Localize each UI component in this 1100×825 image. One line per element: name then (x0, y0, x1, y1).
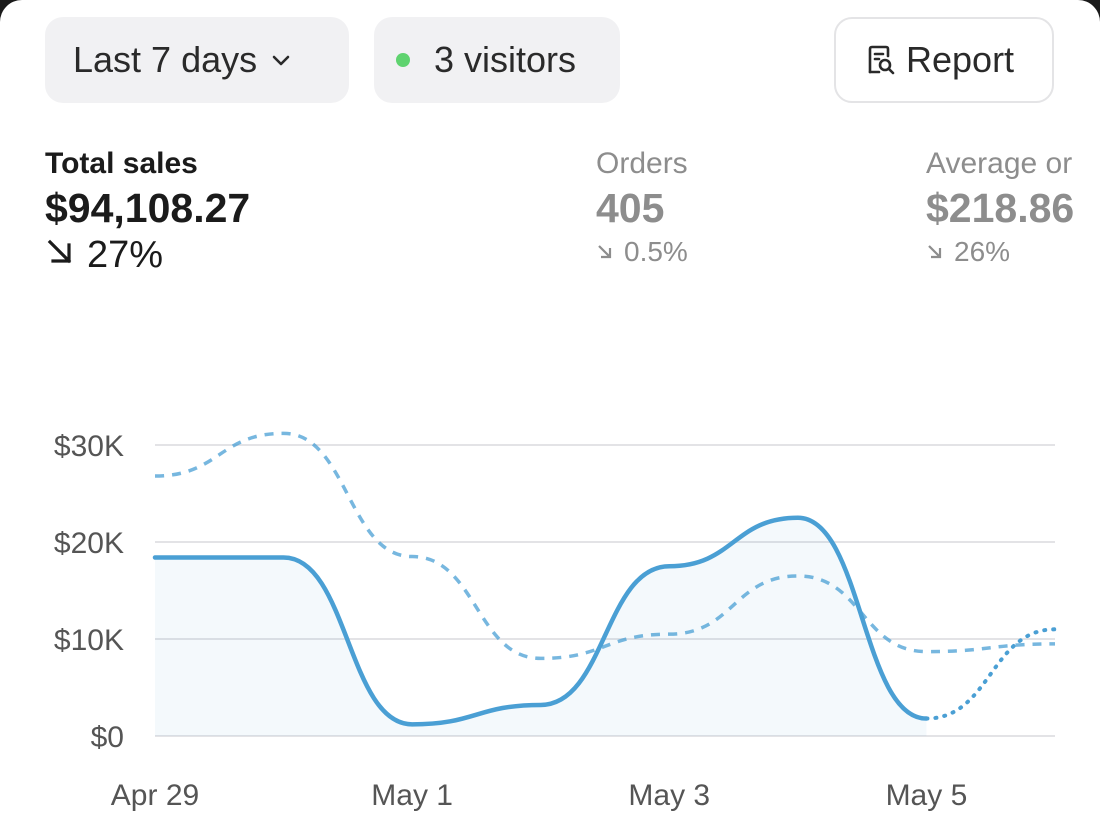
date-range-dropdown[interactable]: Last 7 days (45, 17, 349, 103)
metric-value: $94,108.27 (45, 185, 251, 231)
x-tick-label: May 1 (371, 779, 453, 812)
metric-change: 0.5% (596, 236, 688, 268)
live-visitors-button[interactable]: 3 visitors (374, 17, 620, 103)
metric-label: Average or (926, 147, 1073, 180)
y-tick-label: $20K (54, 527, 124, 560)
report-label: Report (906, 39, 1015, 80)
metric-label: Orders (596, 147, 688, 180)
metric-value: $218.86 (926, 185, 1075, 231)
arrow-down-right-icon (596, 236, 614, 268)
arrow-down-right-icon (926, 236, 944, 268)
metric-change: 26% (926, 236, 1074, 268)
metric-change: 27% (45, 234, 250, 277)
y-tick-label: $30K (54, 430, 124, 463)
sales-area-fill (155, 517, 927, 736)
metric-orders[interactable]: Orders 405 0.5% (596, 148, 688, 268)
y-tick-label: $0 (91, 721, 124, 754)
metric-average-order[interactable]: Average or $218.86 26% (926, 148, 1074, 268)
comparison-series-line (154, 431, 1056, 661)
metric-total-sales[interactable]: Total sales $94,108.27 27% (45, 148, 250, 277)
metric-value: 405 (596, 185, 665, 231)
metric-label: Total sales (45, 147, 198, 180)
chevron-down-icon (271, 53, 291, 67)
date-range-label: Last 7 days (73, 39, 258, 80)
arrow-down-right-icon (45, 234, 75, 277)
x-tick-label: May 5 (886, 779, 968, 812)
metric-change-value: 27% (87, 234, 164, 276)
report-search-icon (862, 42, 898, 78)
report-button[interactable]: Report (834, 17, 1054, 103)
status-dot-icon (396, 53, 410, 67)
metric-change-value: 26% (954, 236, 1011, 267)
sales-series-line (152, 515, 929, 727)
metric-change-value: 0.5% (624, 236, 688, 267)
projection-series-line (924, 627, 1057, 721)
visitors-label: 3 visitors (434, 39, 577, 80)
sales-line-chart[interactable]: $0 $10K $20K $30K Apr 29 May 1 May 3 May 5 (0, 400, 1100, 825)
x-tick-label: Apr 29 (111, 779, 199, 812)
y-tick-label: $10K (54, 624, 124, 657)
x-tick-label: May 3 (628, 779, 710, 812)
